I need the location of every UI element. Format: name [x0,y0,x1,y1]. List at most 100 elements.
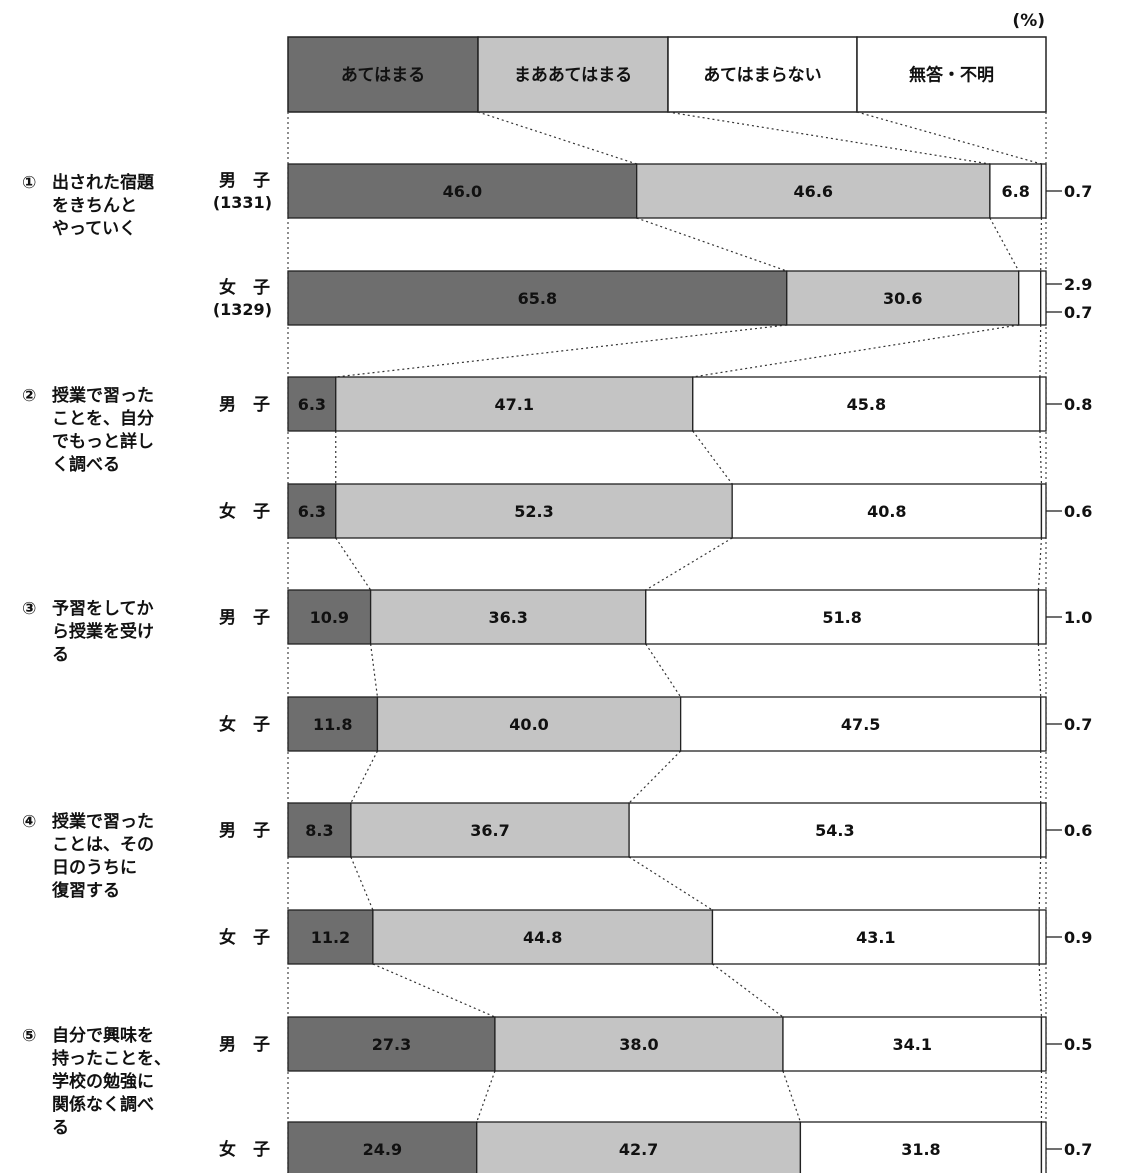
unit-label: (%) [1012,11,1045,31]
bar-segment-3 [799,1121,1043,1173]
bar-segment-3 [1018,270,1042,326]
question-number: ② [22,386,36,406]
bar-row-4-female: 11.2 44.8 43.1 0.9 [287,909,1092,965]
bar-segment-2 [335,483,733,539]
question-text-line: をきちんと [52,196,137,216]
data-label: 51.8 [822,608,861,627]
gender-label: 男 子 [219,1035,270,1055]
bar-row-1-male: 46.0 46.6 6.8 0.7 [287,163,1092,219]
gender-label: 女 子 [219,927,270,948]
outside-data-label: 1.0 [1064,608,1092,627]
connector-line [692,324,1019,378]
bar-segment-1 [287,909,374,965]
bar-segment-1 [287,163,638,219]
connector-line [1037,643,1042,698]
question-text-line: る [52,645,69,665]
legend-swatch-2 [477,36,669,113]
bar-segment-4 [1040,270,1047,326]
data-label: 40.8 [867,502,906,521]
data-label: 27.3 [372,1035,411,1054]
sample-size: (1329) [213,300,272,319]
data-label: 46.0 [443,182,482,201]
connector-line [476,1070,496,1123]
bar-row-5-male: 27.3 38.0 34.1 0.5 [287,1016,1092,1072]
question-number: ⑤ [22,1026,36,1046]
bar-segment-3 [645,589,1040,645]
connector-line [350,856,374,911]
data-label: 36.3 [488,608,527,627]
gender-text: 女 子 [219,501,270,522]
connector-line [782,1070,801,1123]
outside-data-label: 0.6 [1064,821,1092,840]
connector-line [712,963,784,1018]
outside-data-label: 2.9 [1064,275,1092,294]
outside-data-label: 0.8 [1064,395,1092,414]
question-text-line: やっていく [52,219,136,239]
outside-data-label: 0.7 [1064,303,1092,322]
bar-segment-4 [1040,483,1047,539]
connector-line [1039,430,1043,485]
question-text-line: 授業で習った [52,811,154,832]
question-text-line: 学校の勉強に [52,1071,154,1092]
gender-text: 男 子 [219,1035,270,1055]
bar-segment-2 [376,696,682,752]
connector-line [628,856,713,911]
outside-data-label: 0.7 [1064,182,1092,201]
bar-segment-4 [1039,376,1047,432]
outside-data-label: 0.7 [1064,1140,1092,1159]
gender-text: 女 子 [219,714,270,735]
gender-text: 男 子 [219,821,270,841]
bar-segment-4 [1040,1121,1047,1173]
data-label: 40.0 [509,715,548,734]
data-label: 30.6 [883,289,922,308]
legend-label-1: あてはまる [341,66,425,86]
legend-label-3: あてはまらない [703,66,821,86]
gender-text: 男 子 [219,171,270,191]
connector-line [372,963,496,1018]
bar-segment-1 [287,270,788,326]
connector-line [856,111,1042,165]
gender-text: 女 子 [219,277,270,298]
data-label: 42.7 [619,1140,658,1159]
data-label: 11.2 [311,928,350,947]
outside-data-label: 0.9 [1064,928,1092,947]
connector-line [636,217,787,272]
gender-label: 女 子 (1329) [213,277,272,319]
data-label: 46.6 [794,182,833,201]
question-text-line: 関係なく調べ [52,1094,154,1115]
gender-text: 男 子 [219,608,270,628]
question-text-line: 持ったことを、 [52,1048,171,1069]
gender-label: 男 子 [219,608,270,628]
connector-line [335,324,787,378]
data-label: 36.7 [470,821,509,840]
question-text-line: く調べる [52,454,120,475]
bar-segment-4 [1040,1016,1047,1072]
outside-data-label: 0.5 [1064,1035,1092,1054]
connector-line [370,643,379,698]
outside-data-label: 0.6 [1064,502,1092,521]
bar-row-5-female: 24.9 42.7 31.8 0.7 [287,1121,1092,1173]
legend: あてはまる まああてはまる あてはまらない 無答・不明 [287,36,1047,113]
question-text-line: 出された宿題 [52,172,155,193]
bar-row-3-female: 11.8 40.0 47.5 0.7 [287,696,1092,752]
data-label: 31.8 [901,1140,940,1159]
question-text-line: 予習をしてか [52,599,154,619]
bar-rows: 46.0 46.6 6.8 0.7 65.8 30.6 2.9 0.7 6.3 47.1 45.8 0… [287,163,1092,1173]
question-text-line: 復習する [51,880,120,901]
question-text-line: 授業で習った [52,385,154,406]
sample-size: (1331) [213,193,272,212]
legend-label-2: まああてはまる [514,66,632,86]
connector-line [477,111,637,165]
connector-line [628,750,682,804]
data-label: 44.8 [523,928,562,947]
bar-row-4-male: 8.3 36.7 54.3 0.6 [287,802,1092,858]
bar-row-1-female: 65.8 30.6 2.9 0.7 [287,270,1092,326]
question-number: ① [22,173,36,193]
bar-segment-4 [1037,589,1047,645]
